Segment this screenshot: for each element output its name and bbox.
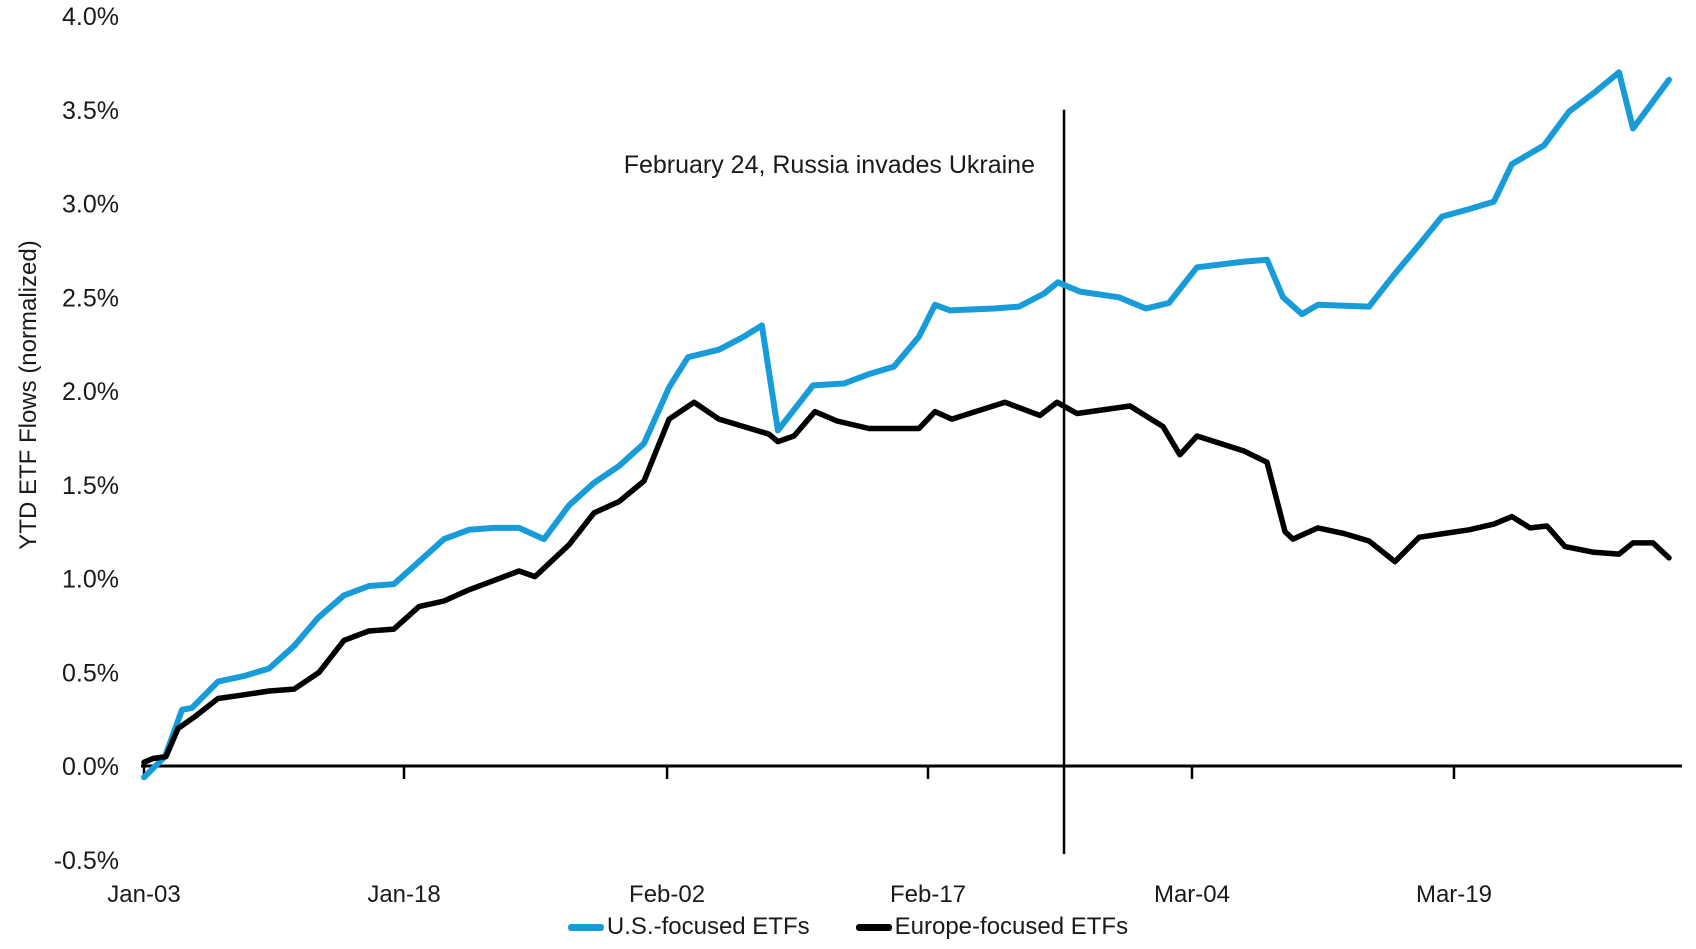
y-tick-label-7: 0.5% <box>62 659 119 687</box>
y-tick-label-0: 4.0% <box>62 3 119 31</box>
series-line-europe-focused <box>141 399 1672 766</box>
y-tick-label-5: 1.5% <box>62 472 119 500</box>
series-line-us-focused <box>141 69 1672 781</box>
legend-swatch <box>855 923 892 931</box>
y-tick-label-6: 1.0% <box>62 566 119 594</box>
x-tick-label-2: Feb-02 <box>629 881 705 908</box>
legend-item-europe-focused: Europe-focused ETFs <box>855 913 1129 941</box>
x-tick-label-4: Mar-04 <box>1154 881 1230 908</box>
y-tick-label-3: 2.5% <box>62 284 119 312</box>
y-tick-label-9: -0.5% <box>54 847 119 875</box>
y-tick-label-1: 3.5% <box>62 97 119 125</box>
legend-label: U.S.-focused ETFs <box>606 913 810 940</box>
y-tick-label-2: 3.0% <box>62 191 119 219</box>
y-tick-label-4: 2.0% <box>62 378 119 406</box>
y-tick-label-8: 0.0% <box>62 753 119 781</box>
x-tick-label-5: Mar-19 <box>1416 881 1492 908</box>
annotation-label: February 24, Russia invades Ukraine <box>624 151 1035 179</box>
legend-item-us-focused: U.S.-focused ETFs <box>567 913 810 941</box>
chart-legend: U.S.-focused ETFs Europe-focused ETFs <box>0 913 1696 941</box>
x-tick-label-0: Jan-03 <box>107 881 180 908</box>
x-tick-label-1: Jan-18 <box>367 881 440 908</box>
legend-label: Europe-focused ETFs <box>894 913 1129 940</box>
x-tick-label-3: Feb-17 <box>890 881 966 908</box>
y-axis-title: YTD ETF Flows (normalized) <box>15 240 42 549</box>
legend-swatch <box>567 923 604 931</box>
